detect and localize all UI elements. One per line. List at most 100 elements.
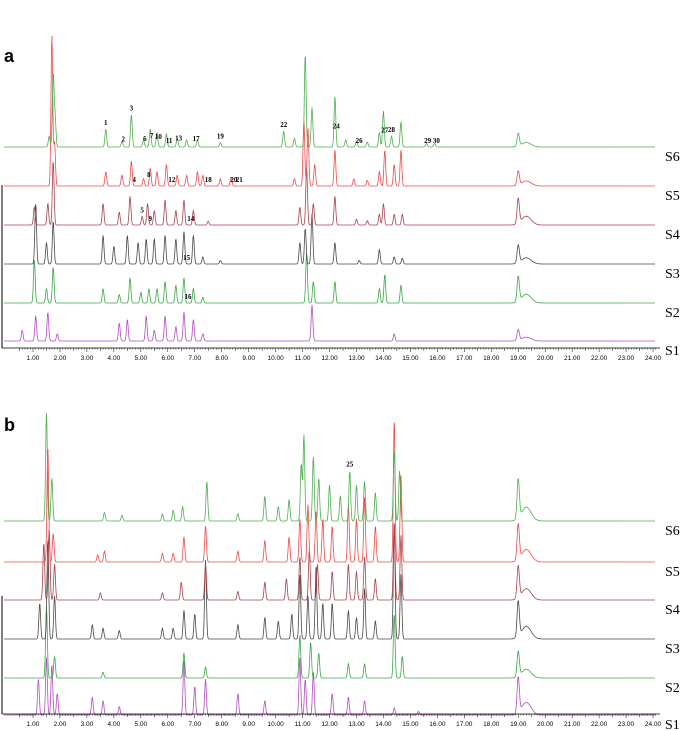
series-label-S5: S5 [665, 189, 680, 204]
peak-label: 7 [150, 132, 154, 140]
x-tick-label: 4.00 [108, 721, 121, 728]
peak-label: 19 [217, 133, 225, 141]
x-tick-label: 2.00 [54, 355, 67, 362]
series-label-S1: S1 [665, 718, 680, 731]
panel-a-label: a [4, 46, 15, 66]
x-tick-label: 16.00 [429, 355, 446, 362]
peak-label: 11 [166, 137, 173, 145]
peak-label: 28 [388, 126, 396, 134]
x-tick-label: 11.00 [295, 355, 311, 362]
x-tick-label: 8.00 [215, 355, 228, 362]
x-tick-label: 4.00 [108, 355, 121, 362]
peak-label: 17 [193, 135, 201, 143]
trace-S6 [4, 412, 620, 522]
peak-label: 14 [187, 215, 195, 223]
trace-S3 [4, 527, 620, 640]
x-tick-label: 7.00 [188, 721, 201, 728]
peak-label: 13 [175, 134, 183, 142]
panel-b-label: b [4, 415, 15, 435]
peak-label: 6 [143, 135, 147, 143]
x-tick-label: 14.00 [375, 355, 392, 362]
trace-S2 [4, 605, 620, 679]
peak-label: 4 [132, 176, 136, 184]
x-tick-label: 22.00 [591, 355, 608, 362]
peak-label: 12 [168, 176, 176, 184]
panel-a-x-axis: 1.00 2.00 3.00 4.00 5.00 6.00 7.00 8.00 9.00 10.0… [1, 185, 662, 362]
trace-S2 [4, 252, 620, 304]
series-label-S6: S6 [665, 150, 680, 165]
x-tick-label: 2.00 [54, 721, 67, 728]
panel-b-series-labels: S6 S5 S4 S3 S2 S1 [665, 524, 680, 731]
series-label-S4: S4 [665, 228, 680, 243]
x-tick-label: 7.00 [188, 355, 201, 362]
peak-label: 21 [236, 176, 244, 184]
x-tick-label: 24.00 [645, 721, 662, 728]
series-label-S1: S1 [665, 344, 680, 359]
x-tick-label: 3.00 [81, 721, 94, 728]
x-tick-label: 1.00 [27, 355, 40, 362]
peak-label: 9 [149, 215, 153, 223]
x-tick-label: 24.00 [645, 355, 662, 362]
panel-b-peak-labels: 25 [346, 461, 354, 469]
x-tick-label: 19.00 [510, 355, 527, 362]
x-tick-label: 9.00 [242, 721, 255, 728]
x-tick-label: 6.00 [161, 721, 174, 728]
trace-S6 [4, 55, 620, 148]
x-tick-label: 23.00 [618, 721, 635, 728]
x-tick-label: 10.00 [267, 355, 284, 362]
x-tick-label: 8.00 [215, 721, 228, 728]
series-label-S4: S4 [665, 603, 680, 618]
x-tick-label: 11.00 [295, 721, 311, 728]
peak-label: 16 [185, 293, 193, 301]
x-tick-label: 22.00 [591, 721, 608, 728]
peak-label: 27 [381, 127, 389, 135]
trace-S4 [4, 523, 620, 601]
x-tick-label: 15.00 [402, 721, 419, 728]
trace-S5 [4, 422, 620, 563]
peak-label: 24 [333, 122, 341, 130]
x-tick-label: 20.00 [537, 355, 554, 362]
peak-label: 25 [346, 461, 354, 469]
series-label-S2: S2 [665, 306, 680, 321]
peak-label: 8 [147, 171, 151, 179]
x-tick-label: 9.00 [242, 355, 255, 362]
x-tick-label: 16.00 [429, 721, 446, 728]
trace-S4 [4, 162, 620, 226]
x-tick-label: 15.00 [402, 355, 419, 362]
peak-label: 2 [122, 135, 126, 143]
series-label-S3: S3 [665, 642, 680, 657]
x-tick-label: 21.00 [564, 355, 581, 362]
chromatogram-panel-b: b 1.00 2.00 3.00 4.00 5.00 6.00 7.00 8.00 9.00 10… [1, 412, 680, 731]
panel-a-series-labels: S6 S5 S4 S3 S2 S1 [665, 150, 680, 359]
panel-a-traces [4, 35, 655, 342]
panel-b-traces [4, 412, 655, 716]
x-tick-label: 5.00 [134, 721, 147, 728]
peak-label: 26 [356, 137, 364, 145]
x-tick-label: 19.00 [510, 721, 527, 728]
peak-label: 22 [280, 121, 288, 129]
x-tick-label: 17.00 [456, 355, 473, 362]
x-tick-label: 20.00 [537, 721, 554, 728]
peak-label: 1 [104, 119, 108, 127]
peak-label: 5 [140, 206, 144, 214]
x-tick-label: 13.00 [348, 721, 365, 728]
x-tick-label: 3.00 [81, 355, 94, 362]
peak-label: 29 30 [424, 137, 440, 145]
series-label-S5: S5 [665, 565, 680, 580]
x-tick-label: 23.00 [618, 355, 635, 362]
x-tick-label: 18.00 [483, 355, 500, 362]
chromatogram-panel-a: a 1.00 2.00 3.00 4.00 5.00 6.00 7.00 8.00 9.00 10… [1, 35, 680, 362]
series-label-S2: S2 [665, 681, 680, 696]
x-tick-label: 12.00 [321, 355, 338, 362]
panel-b-x-axis: 1.00 2.00 3.00 4.00 5.00 6.00 7.00 8.00 9.00 10.0… [1, 596, 662, 728]
x-tick-label: 13.00 [348, 355, 365, 362]
peak-label: 18 [205, 176, 213, 184]
x-tick-label: 14.00 [375, 721, 392, 728]
peak-label: 20 [230, 176, 238, 184]
peak-label: 3 [130, 105, 134, 113]
x-tick-label: 1.00 [27, 721, 40, 728]
x-tick-label: 6.00 [161, 355, 174, 362]
peak-label: 15 [183, 254, 191, 262]
series-label-S6: S6 [665, 524, 680, 539]
